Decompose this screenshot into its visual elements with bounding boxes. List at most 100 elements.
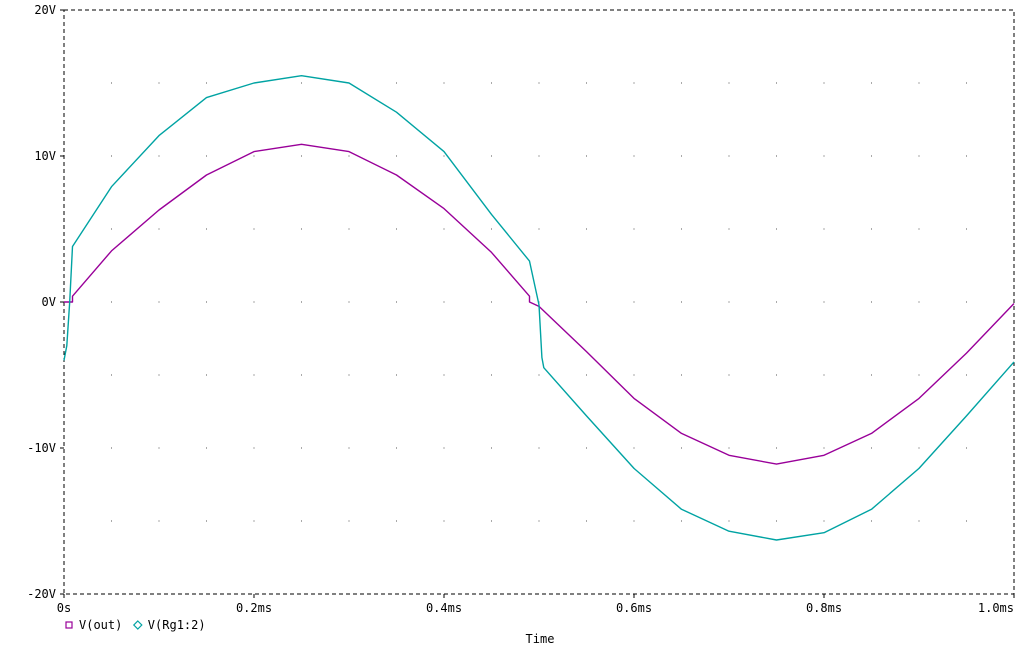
grid-dot xyxy=(158,228,160,230)
grid-dot xyxy=(966,301,967,303)
grid-dot xyxy=(871,228,872,230)
legend-label-1: V(out) xyxy=(79,618,122,632)
grid-dot xyxy=(966,82,967,84)
grid-dot xyxy=(396,82,397,84)
grid-dot xyxy=(253,520,255,522)
x-axis-ticks: 0s 0.2ms 0.4ms 0.6ms 0.8ms 1.0ms xyxy=(57,594,1015,615)
grid-dot xyxy=(681,82,682,84)
grid-dot xyxy=(348,228,350,230)
grid-dot xyxy=(538,520,540,522)
grid-dot xyxy=(301,82,302,84)
grid-dot xyxy=(396,374,397,376)
grid-dot xyxy=(918,301,920,303)
grid-dot xyxy=(301,374,302,376)
x-tick-label: 0.2ms xyxy=(236,601,272,615)
grid-dot xyxy=(871,301,872,303)
legend: V(out) V(Rg1:2) xyxy=(65,618,206,632)
grid-dot xyxy=(253,447,255,449)
grid-dot xyxy=(776,228,777,230)
grid-dot xyxy=(443,155,445,157)
y-tick-label: 20V xyxy=(34,3,56,17)
grid-dot xyxy=(586,82,587,84)
grid-dot xyxy=(586,374,587,376)
grid-dot xyxy=(633,155,635,157)
grid-dot xyxy=(158,374,160,376)
grid-dot xyxy=(871,155,872,157)
grid-dot xyxy=(871,447,872,449)
y-tick-label: -10V xyxy=(27,441,56,455)
grid-dot xyxy=(966,374,967,376)
grid-dot xyxy=(111,228,112,230)
grid-dot xyxy=(823,228,825,230)
grid-dot xyxy=(776,520,777,522)
grid-dot xyxy=(918,228,920,230)
grid-dot xyxy=(538,447,540,449)
grid-dot xyxy=(396,520,397,522)
grid-dot xyxy=(681,301,682,303)
grid-dot xyxy=(633,301,635,303)
grid-dot xyxy=(491,520,492,522)
y-axis-ticks: 20V 10V 0V -10V -20V xyxy=(27,3,64,601)
grid-dot xyxy=(443,301,445,303)
legend-marker-2 xyxy=(132,620,143,630)
grid-dot xyxy=(538,374,540,376)
grid-dot xyxy=(253,155,255,157)
grid-dot xyxy=(348,301,350,303)
grid-dot xyxy=(586,228,587,230)
grid-dot xyxy=(206,155,207,157)
grid-dot xyxy=(348,374,350,376)
grid-dot xyxy=(728,82,730,84)
grid-dot xyxy=(348,520,350,522)
grid-dot xyxy=(776,82,777,84)
grid-dot xyxy=(206,447,207,449)
grid-dot xyxy=(918,520,920,522)
grid-dot xyxy=(586,520,587,522)
legend-marker-1 xyxy=(65,621,73,629)
grid-dot xyxy=(918,374,920,376)
series-line-2 xyxy=(63,74,1015,541)
grid-dot xyxy=(538,228,540,230)
grid-dot xyxy=(966,155,967,157)
grid-dot xyxy=(348,447,350,449)
grid-dot xyxy=(158,155,160,157)
grid-dot xyxy=(158,82,160,84)
grid-dot xyxy=(586,155,587,157)
grid-dot xyxy=(681,447,682,449)
grid-dot xyxy=(871,374,872,376)
grid-dot xyxy=(966,520,967,522)
grid-dot xyxy=(491,155,492,157)
grid-dot xyxy=(966,228,967,230)
grid-dot xyxy=(253,374,255,376)
grid-dot xyxy=(443,82,445,84)
grid-dot xyxy=(491,447,492,449)
grid-dot xyxy=(823,82,825,84)
grid-dot xyxy=(633,228,635,230)
grid-dot xyxy=(823,374,825,376)
grid-dot xyxy=(728,228,730,230)
grid-dot xyxy=(681,374,682,376)
grid-dot xyxy=(396,228,397,230)
grid-dot xyxy=(681,520,682,522)
grid-dot xyxy=(158,447,160,449)
y-tick-label: 10V xyxy=(34,149,56,163)
grid-dot xyxy=(396,447,397,449)
grid-dot xyxy=(823,520,825,522)
grid-dot xyxy=(443,228,445,230)
grid-dot xyxy=(728,374,730,376)
grid-dot xyxy=(253,228,255,230)
grid-dot xyxy=(681,228,682,230)
x-tick-label: 0.8ms xyxy=(806,601,842,615)
grid-dot xyxy=(633,374,635,376)
y-tick-label: -20V xyxy=(27,587,56,601)
grid-dot xyxy=(538,82,540,84)
grid-dot xyxy=(823,155,825,157)
grid-dot xyxy=(871,82,872,84)
grid-dot xyxy=(776,374,777,376)
y-tick-label: 0V xyxy=(42,295,56,309)
grid-dot xyxy=(396,301,397,303)
grid-dot xyxy=(158,520,160,522)
x-tick-label: 0.4ms xyxy=(426,601,462,615)
grid-dot xyxy=(491,228,492,230)
grid-dot xyxy=(728,155,730,157)
grid-dot xyxy=(491,301,492,303)
